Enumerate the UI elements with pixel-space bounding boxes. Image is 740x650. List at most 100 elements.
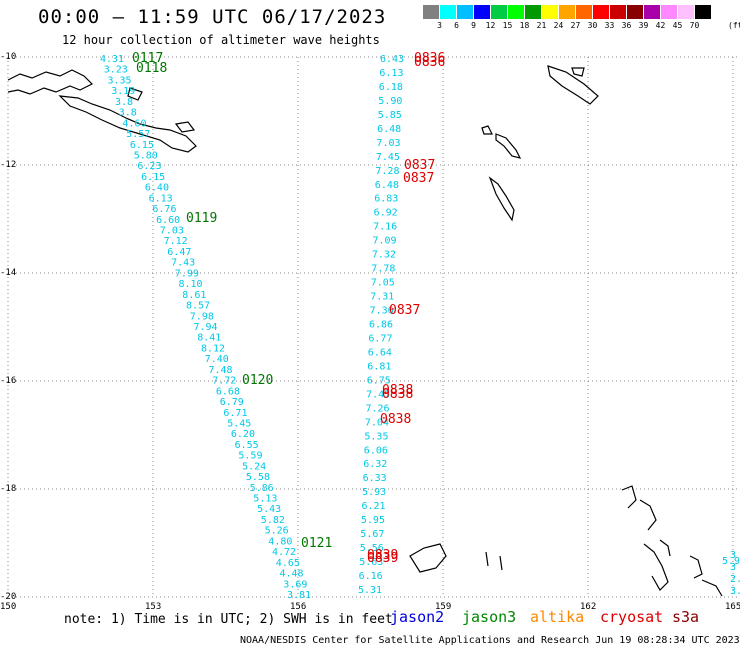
wave-height-value: 3.81	[287, 590, 311, 601]
wave-height-value: 7.03	[377, 138, 401, 149]
satellite-legend-item: s3a	[672, 608, 700, 626]
wave-height-value: 7.45	[376, 152, 400, 163]
wave-height-value: 5.93	[362, 487, 386, 498]
wave-height-value: 3	[730, 550, 736, 561]
wave-height-value: 5.24	[242, 461, 266, 472]
wave-height-value: 7.98	[190, 311, 214, 322]
wave-height-value: 6.43	[380, 54, 404, 65]
island-se-9	[701, 579, 723, 597]
wave-height-value: 5.58	[246, 472, 270, 483]
scale-swatch	[593, 5, 610, 19]
island-east-5	[488, 176, 515, 222]
latitude-label: -16	[0, 376, 17, 386]
wave-height-value: 7.16	[373, 222, 397, 233]
pass-time-label: 0837	[389, 303, 420, 318]
island-east-1	[547, 65, 599, 105]
wave-height-value: 7.72	[212, 376, 236, 387]
longitude-label: 156	[290, 602, 307, 612]
wave-height-value: 6.76	[152, 204, 176, 215]
wave-height-value: 6.79	[220, 397, 244, 408]
page-subtitle: 12 hour collection of altimeter wave hei…	[62, 33, 380, 47]
scale-label: 42	[655, 21, 666, 30]
island-se-6	[643, 543, 669, 591]
longitude-label: 165	[725, 602, 740, 612]
latitude-label: -18	[0, 484, 17, 494]
wave-height-value: 6.32	[363, 459, 387, 470]
wave-height-value: 5.82	[261, 515, 285, 526]
wave-height-value: 6.18	[379, 82, 403, 93]
wave-height-value: 6.20	[231, 429, 255, 440]
scale-swatch	[576, 5, 593, 19]
wave-height-value: 4.65	[276, 558, 300, 569]
wave-height-value: 7.48	[209, 365, 233, 376]
wave-height-value: 5.57	[126, 129, 150, 140]
scale-swatch	[508, 5, 525, 19]
pass-time-label: 0837	[403, 171, 434, 186]
wave-height-value: 7.78	[371, 264, 395, 275]
wave-height-value: 7.45	[366, 389, 390, 400]
wave-height-value: 3.8	[119, 108, 137, 119]
wave-height-value: 7.43	[171, 258, 195, 269]
longitude-label: 150	[0, 602, 17, 612]
altimeter-tracks: 4.313.233.353.193.83.84.605.576.155.806.…	[100, 51, 740, 601]
wave-height-value: 3.23	[104, 65, 128, 76]
wave-height-value: 6.23	[137, 161, 161, 172]
pass-time-label: 0836	[414, 51, 445, 66]
wave-height-value: 6.92	[374, 208, 398, 219]
pass-time-label: 0121	[301, 536, 332, 551]
wave-height-value: 3	[730, 562, 736, 573]
pass-time-label: 0838	[382, 383, 413, 398]
pass-time-label: 0836	[414, 55, 445, 70]
wave-height-value: 7.09	[373, 236, 397, 247]
wave-height-value: 6.77	[368, 334, 392, 345]
wave-height-value: 4.60	[122, 118, 146, 129]
wave-height-value: 4.80	[268, 536, 292, 547]
island-se-7	[659, 539, 671, 557]
credit-line: NOAA/NESDIS Center for Satellite Applica…	[240, 635, 740, 646]
latitude-label: -20	[0, 592, 17, 602]
note-text: note: 1) Time is in UTC; 2) SWH is in fe…	[64, 612, 393, 627]
wave-height-value: 7.28	[375, 166, 399, 177]
wave-height-value: 5.86	[250, 483, 274, 494]
scale-label: 30	[587, 21, 598, 30]
wave-height-value: 4.72	[272, 547, 296, 558]
wave-height-value: 2.	[730, 574, 740, 585]
wave-height-value: 8.41	[197, 333, 221, 344]
wave-height-value: 7.40	[205, 354, 229, 365]
scale-swatch	[559, 5, 576, 19]
wave-height-value: 5.63	[359, 557, 383, 568]
scale-swatch	[491, 5, 508, 19]
pass-time-label: 0838	[380, 412, 411, 427]
island-se-5	[639, 499, 657, 531]
scale-swatch	[610, 5, 627, 19]
island-west-1	[7, 69, 94, 95]
scale-swatch	[457, 5, 474, 19]
longitude-label: 159	[435, 602, 452, 612]
island-east-4	[495, 133, 522, 159]
scale-label: 15	[502, 21, 513, 30]
latitude-label: -14	[0, 268, 17, 278]
wave-height-value: 6.13	[379, 68, 403, 79]
scale-swatch	[627, 5, 644, 19]
wave-height-value: 6.16	[359, 571, 383, 582]
scale-swatch	[661, 5, 678, 19]
pass-time-label: 0839	[367, 548, 398, 563]
pass-time-label: 0837	[404, 158, 435, 173]
wave-height-value: 5.95	[361, 515, 385, 526]
latitude-label: -12	[0, 160, 17, 170]
wave-height-value: 6.68	[216, 386, 240, 397]
wave-height-value: 6.86	[369, 320, 393, 331]
longitude-label: 162	[580, 602, 597, 612]
color-scale-labels: 3 6 9 12 15 18 21 24 27 30 33 36 39 42 45 70	[431, 21, 712, 30]
wave-height-value: 7.99	[175, 268, 199, 279]
wave-height-value: 5.85	[378, 110, 402, 121]
satellite-legend-item: jason2	[390, 608, 445, 626]
wave-height-value: 7.94	[194, 322, 218, 333]
wave-height-value: 3.8	[115, 97, 133, 108]
pass-time-label: 0120	[242, 373, 273, 388]
scale-label: 9	[471, 21, 476, 30]
wave-height-value: 6.55	[235, 440, 259, 451]
wave-height-value: 5.13	[253, 494, 277, 505]
wave-height-value: 5.56	[360, 543, 384, 554]
wave-height-value: 6.47	[167, 247, 191, 258]
